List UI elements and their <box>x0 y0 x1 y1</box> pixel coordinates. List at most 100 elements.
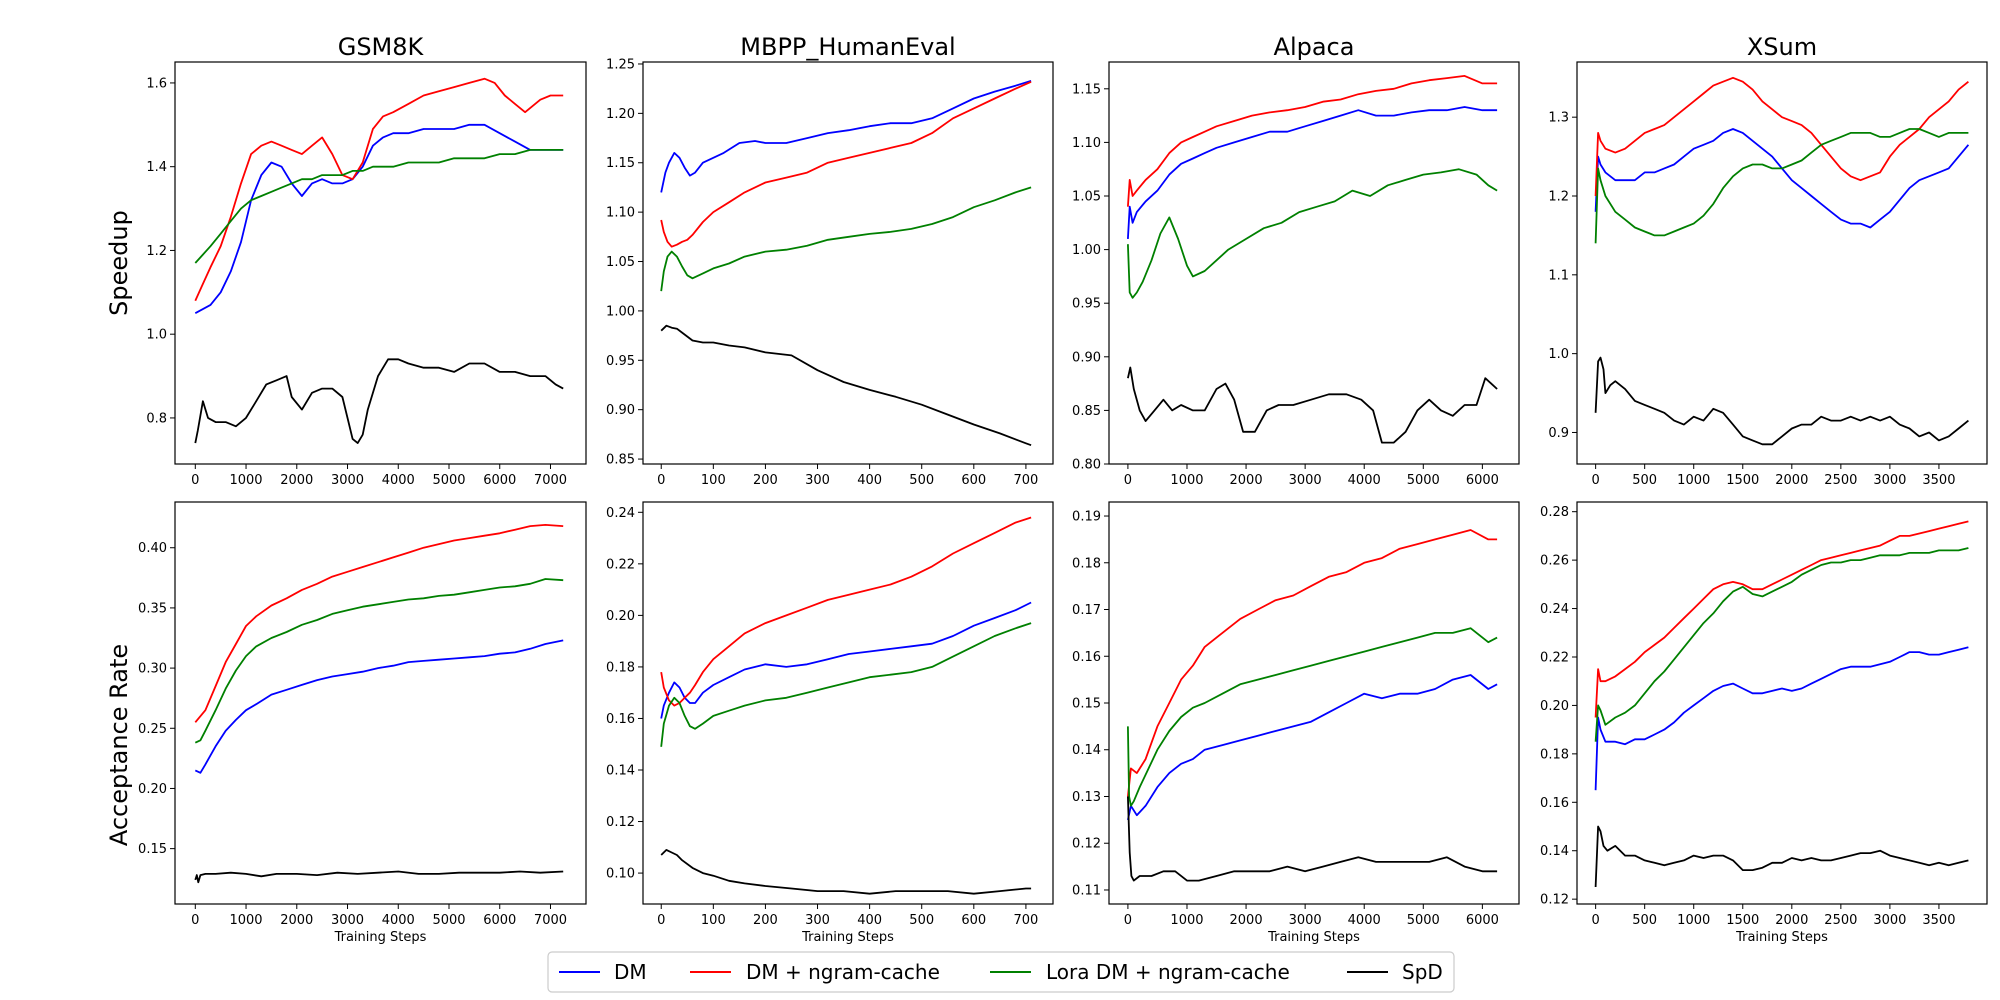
x-tick-label: 3500 <box>1922 913 1955 928</box>
x-tick-label: 6000 <box>483 473 516 488</box>
y-tick-label: 1.6 <box>146 76 167 91</box>
row-label-speedup: Speedup <box>105 210 133 316</box>
x-tick-label: 2000 <box>1775 913 1808 928</box>
y-tick-label: 1.15 <box>1072 82 1101 97</box>
series-line-dm <box>194 123 564 314</box>
y-tick-label: 1.10 <box>1072 136 1101 151</box>
series-line-dm-ngram-cache <box>194 524 564 723</box>
series-line-dm <box>1594 128 1970 229</box>
x-tick-label: 1500 <box>1726 473 1759 488</box>
series-line-spd <box>660 324 1032 447</box>
y-tick-label: 1.0 <box>146 328 167 343</box>
x-tick-label: 1500 <box>1726 913 1759 928</box>
x-tick-label: 1000 <box>229 473 262 488</box>
x-tick-label: 500 <box>909 473 934 488</box>
panel-acceptance-rate-mbpp-humaneval: 0 100 200 300 400 500 600 700 0.10 0.12 0.14 0.16 0.… <box>606 501 1054 945</box>
x-tick-label: 6000 <box>483 913 516 928</box>
x-tick-label: 5000 <box>432 473 465 488</box>
y-tick-label: 0.30 <box>138 662 167 677</box>
plot-frame <box>1576 61 1988 465</box>
x-tick-label: 100 <box>701 913 726 928</box>
y-tick-label: 1.05 <box>1072 190 1101 205</box>
series-line-lora-dm-ngram-cache <box>194 149 564 264</box>
chart-panels: 0 1000 2000 3000 4000 5000 6000 70000.81.01.21.… <box>138 33 1988 945</box>
x-tick-label: 1000 <box>1170 473 1203 488</box>
x-tick-label: 500 <box>909 913 934 928</box>
y-tick-label: 0.15 <box>138 842 167 857</box>
y-tick-label: 0.20 <box>606 609 635 624</box>
x-tick-label: 7000 <box>534 913 567 928</box>
y-tick-label: 0.80 <box>1072 458 1101 473</box>
x-tick-label: 2000 <box>1230 913 1263 928</box>
y-tick-label: 1.0 <box>1548 347 1569 362</box>
x-tick-label: 4000 <box>1348 913 1381 928</box>
legend-label-lora-dm-ngram-cache: Lora DM + ngram-cache <box>1046 960 1290 984</box>
series-line-lora-dm-ngram-cache <box>1594 547 1969 742</box>
series-line-lora-dm-ngram-cache <box>1127 168 1498 299</box>
y-tick-label: 0.24 <box>1540 602 1569 617</box>
series-line-dm <box>1594 646 1969 791</box>
x-tick-label: 500 <box>1632 473 1657 488</box>
series-line-dm-ngram-cache <box>1594 520 1969 718</box>
y-tick-label: 0.16 <box>606 712 635 727</box>
y-tick-label: 1.25 <box>606 57 635 72</box>
x-tick-label: 1000 <box>1170 913 1203 928</box>
y-tick-label: 0.22 <box>606 557 635 572</box>
x-axis-label: Training Steps <box>1267 930 1360 945</box>
x-tick-label: 1000 <box>1677 473 1710 488</box>
x-tick-label: 2000 <box>280 913 313 928</box>
y-tick-label: 1.1 <box>1548 268 1569 283</box>
x-tick-label: 400 <box>857 913 882 928</box>
series-line-spd <box>660 849 1032 895</box>
series-line-lora-dm-ngram-cache <box>660 186 1032 292</box>
series-line-dm-ngram-cache <box>660 516 1032 707</box>
legend-label-spd: SpD <box>1402 960 1443 984</box>
x-tick-label: 5000 <box>1407 913 1440 928</box>
series-line-spd <box>194 870 564 884</box>
y-tick-label: 1.20 <box>606 107 635 122</box>
x-tick-label: 1000 <box>1677 913 1710 928</box>
y-tick-label: 0.12 <box>1072 837 1101 852</box>
series-line-lora-dm-ngram-cache <box>1127 627 1498 807</box>
x-tick-label: 300 <box>805 473 830 488</box>
x-tick-label: 2000 <box>1775 473 1808 488</box>
series-line-dm-ngram-cache <box>1127 75 1498 207</box>
y-tick-label: 0.26 <box>1540 554 1569 569</box>
x-tick-label: 200 <box>753 473 778 488</box>
x-tick-label: 300 <box>805 913 830 928</box>
x-axis-label: Training Steps <box>1735 930 1828 945</box>
y-tick-label: 0.12 <box>1540 893 1569 908</box>
y-tick-label: 1.2 <box>1548 190 1569 205</box>
series-line-spd <box>1594 356 1969 446</box>
legend: DM DM + ngram-cache Lora DM + ngram-cach… <box>547 951 1455 993</box>
legend-label-dm-ngram-cache: DM + ngram-cache <box>746 960 940 984</box>
x-tick-label: 2500 <box>1824 473 1857 488</box>
y-tick-label: 0.95 <box>1072 297 1101 312</box>
plot-frame <box>642 61 1054 465</box>
y-tick-label: 0.14 <box>1072 743 1101 758</box>
panel-speedup-xsum: 0 500 1000 1500 2000 2500 3000 3500 0.9 1.0 1.1 1.2… <box>1548 33 1988 488</box>
chart-title-speedup-mbpp-humaneval: MBPP_HumanEval <box>740 33 955 61</box>
plot-frame <box>174 61 587 465</box>
y-tick-label: 0.10 <box>606 867 635 882</box>
series-line-dm-ngram-cache <box>1127 529 1498 797</box>
y-tick-label: 1.3 <box>1548 111 1569 126</box>
series-line-dm <box>1127 106 1498 239</box>
x-tick-label: 700 <box>1013 913 1038 928</box>
y-tick-label: 0.20 <box>1540 699 1569 714</box>
series-line-spd <box>194 358 564 444</box>
y-tick-label: 0.18 <box>606 660 635 675</box>
x-tick-label: 400 <box>857 473 882 488</box>
y-tick-label: 0.11 <box>1072 883 1101 898</box>
y-tick-label: 1.15 <box>606 156 635 171</box>
y-tick-label: 0.14 <box>1540 844 1569 859</box>
series-line-dm <box>660 79 1032 193</box>
y-tick-label: 0.16 <box>1540 796 1569 811</box>
series-line-dm <box>194 639 564 774</box>
y-tick-label: 0.16 <box>1072 650 1101 665</box>
y-tick-label: 0.19 <box>1072 510 1101 525</box>
series-line-spd <box>1127 796 1498 882</box>
x-tick-label: 3000 <box>1289 913 1322 928</box>
y-tick-label: 0.35 <box>138 601 167 616</box>
